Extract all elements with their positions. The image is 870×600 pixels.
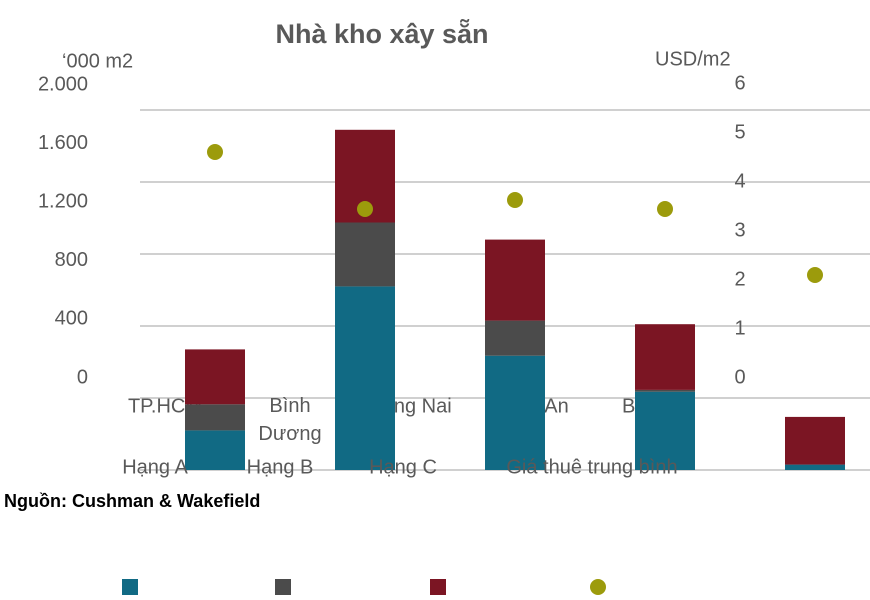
- y-tick-label: 0: [77, 366, 88, 388]
- legend-marker: [275, 579, 291, 595]
- dot: [357, 201, 373, 217]
- chart-title: Nhà kho xây sẵn: [275, 17, 488, 49]
- dot: [657, 201, 673, 217]
- bar: [785, 416, 845, 465]
- dot: [507, 192, 523, 208]
- bar: [635, 389, 695, 392]
- bar: [485, 239, 545, 321]
- y2-tick-label: 1: [734, 317, 745, 339]
- y2-axis-label: USD/m2: [655, 48, 731, 70]
- legend-marker: [430, 579, 446, 595]
- x-tick-label: TP.HCM: [128, 395, 202, 417]
- y-tick-label: 400: [55, 308, 88, 330]
- y2-tick-label: 2: [734, 268, 745, 290]
- y2-tick-label: 4: [734, 170, 745, 192]
- y2-tick-label: 6: [734, 72, 745, 94]
- legend-marker: [590, 579, 606, 595]
- dot: [807, 267, 823, 283]
- bar: [185, 349, 245, 405]
- legend-label: Hạng C: [369, 456, 437, 478]
- legend-label: Giá thuê trung bình: [506, 456, 677, 478]
- bar: [335, 222, 395, 287]
- y-axis-label: ‘000 m2: [62, 50, 133, 72]
- bar: [485, 320, 545, 356]
- x-tick-label: Bình Dương: [258, 395, 321, 445]
- bar: [185, 404, 245, 431]
- source: Nguồn: Cushman & Wakefield: [4, 491, 260, 511]
- bar: [185, 430, 245, 470]
- y-tick-label: 800: [55, 249, 88, 271]
- y2-tick-label: 5: [734, 121, 745, 143]
- bar: [335, 286, 395, 470]
- y-tick-label: 1.200: [38, 190, 88, 212]
- legend-label: Hạng A: [122, 456, 188, 478]
- bar: [785, 464, 845, 470]
- y-tick-label: 2.000: [38, 73, 88, 95]
- dot: [207, 144, 223, 160]
- legend-marker: [122, 579, 138, 595]
- bar: [635, 391, 695, 470]
- y2-tick-label: 3: [734, 219, 745, 241]
- bar: [635, 324, 695, 390]
- y-tick-label: 1.600: [38, 132, 88, 154]
- bar: [485, 355, 545, 470]
- y2-tick-label: 0: [734, 366, 745, 388]
- legend-label: Hạng B: [247, 456, 314, 478]
